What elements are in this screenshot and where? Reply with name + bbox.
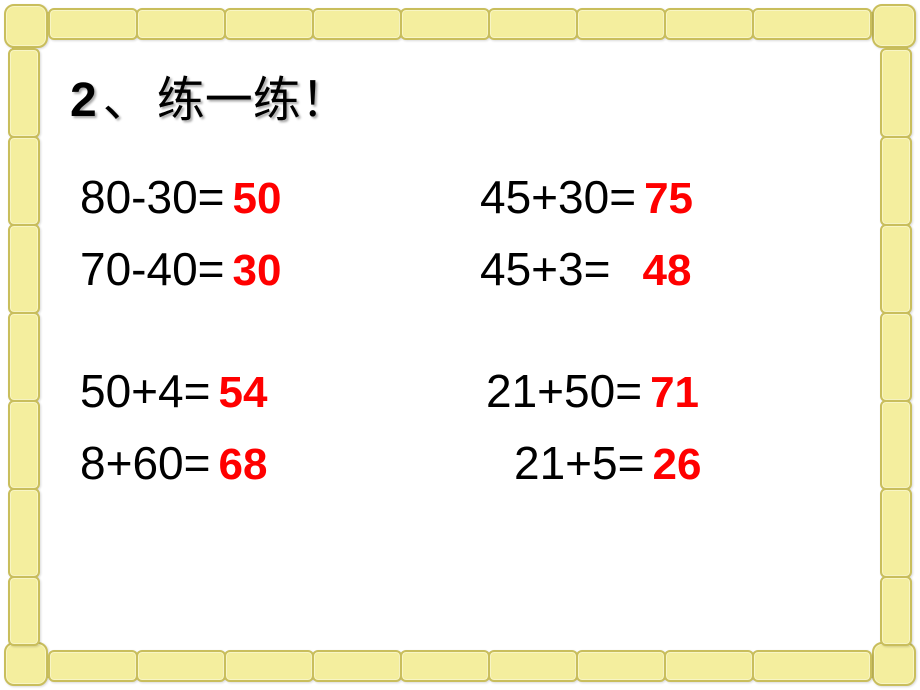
equation: 70-40= xyxy=(80,242,225,296)
equation: 45+3= xyxy=(480,242,610,296)
problem-r1-left: 80-30= 50 xyxy=(80,170,460,224)
answer: 54 xyxy=(218,368,267,418)
title-number: 2 xyxy=(70,73,97,128)
equation: 45+30= xyxy=(480,170,636,224)
answer: 26 xyxy=(652,440,701,490)
answer: 30 xyxy=(233,246,282,296)
title: 2 、 练一练！ xyxy=(70,60,860,130)
problem-r2-right: 45+3= 48 xyxy=(480,242,860,296)
answer: 75 xyxy=(644,174,693,224)
problem-r4-left: 8+60= 68 xyxy=(80,436,460,490)
title-text: 练一练！ xyxy=(157,60,349,130)
equation: 50+4= xyxy=(80,364,210,418)
problem-r2-left: 70-40= 30 xyxy=(80,242,460,296)
answer: 48 xyxy=(642,246,691,296)
problem-r3-left: 50+4= 54 xyxy=(80,364,460,418)
problem-r4-right: 21+5= 26 xyxy=(514,436,860,490)
answer: 68 xyxy=(218,440,267,490)
answer: 50 xyxy=(233,174,282,224)
equation: 21+5= xyxy=(514,436,644,490)
title-separator: 、 xyxy=(103,60,151,130)
problems-grid: 80-30= 50 45+30= 75 70-40= 30 45+3= 48 5… xyxy=(80,170,860,490)
answer: 71 xyxy=(650,368,699,418)
group-gap xyxy=(80,314,860,346)
equation: 21+50= xyxy=(486,364,642,418)
equation: 8+60= xyxy=(80,436,210,490)
content-area: 2 、 练一练！ 80-30= 50 45+30= 75 70-40= 30 4… xyxy=(60,60,860,620)
problem-r3-right: 21+50= 71 xyxy=(486,364,860,418)
problem-r1-right: 45+30= 75 xyxy=(480,170,860,224)
equation: 80-30= xyxy=(80,170,225,224)
